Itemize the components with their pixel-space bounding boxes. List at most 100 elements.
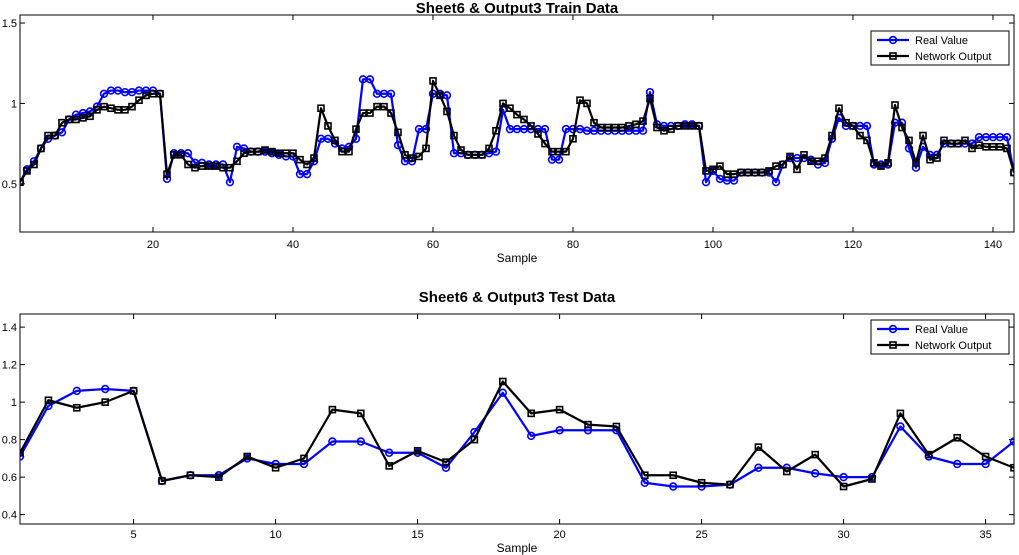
data-point-square bbox=[380, 102, 388, 111]
data-point-square bbox=[58, 118, 66, 127]
data-point-circle bbox=[498, 388, 507, 397]
data-point-square bbox=[828, 131, 836, 140]
data-point-square bbox=[373, 102, 381, 111]
train-data-chart: Sheet6 & Output3 Train Data 20 40 60 80 100 12… bbox=[2, 0, 1015, 265]
data-point-square bbox=[709, 165, 717, 174]
data-point-square bbox=[674, 122, 682, 130]
data-point-square bbox=[754, 443, 763, 451]
data-point-square bbox=[912, 159, 920, 167]
data-point-square bbox=[73, 403, 81, 412]
data-point-circle bbox=[99, 89, 109, 98]
y-tick-label: 0.4 bbox=[2, 510, 17, 522]
data-point-square bbox=[541, 139, 549, 148]
data-point-square bbox=[345, 147, 353, 156]
data-point-square bbox=[989, 143, 997, 151]
data-point-square bbox=[86, 112, 94, 121]
data-point-square bbox=[625, 122, 633, 130]
data-point-square bbox=[51, 131, 59, 140]
plot-area bbox=[19, 313, 1015, 525]
data-point-square bbox=[933, 154, 941, 162]
data-point-square bbox=[640, 471, 649, 480]
data-point-square bbox=[786, 152, 794, 161]
data-point-square bbox=[730, 170, 738, 178]
data-point-square bbox=[863, 136, 871, 145]
data-point-square bbox=[254, 147, 262, 156]
series-line bbox=[20, 380, 1014, 488]
data-point-square bbox=[793, 165, 801, 174]
data-point-square bbox=[639, 117, 647, 125]
data-point-square bbox=[226, 163, 234, 172]
data-point-square bbox=[394, 128, 402, 137]
y-tick-label: 0.8 bbox=[2, 435, 17, 447]
data-point-square bbox=[702, 167, 710, 175]
data-point-square bbox=[896, 409, 905, 418]
data-point-circle bbox=[225, 177, 235, 187]
data-point-square bbox=[919, 131, 927, 140]
data-point-square bbox=[584, 420, 592, 429]
data-point-square bbox=[498, 377, 507, 386]
data-point-square bbox=[205, 162, 213, 170]
data-point-square bbox=[527, 122, 535, 130]
data-point-square bbox=[300, 454, 308, 463]
data-point-square bbox=[149, 89, 157, 98]
data-point-square bbox=[716, 162, 724, 170]
data-point-square bbox=[352, 125, 360, 133]
data-point-square bbox=[170, 151, 178, 159]
data-point-square bbox=[758, 168, 766, 177]
data-point-circle bbox=[554, 155, 564, 164]
data-point-circle bbox=[862, 121, 872, 131]
data-point-square bbox=[303, 160, 311, 169]
data-point-circle bbox=[952, 459, 962, 469]
data-point-circle bbox=[810, 469, 820, 478]
data-point-square bbox=[366, 109, 374, 117]
x-tick-label: 40 bbox=[287, 239, 299, 251]
data-point-circle bbox=[896, 422, 905, 431]
data-point-square bbox=[632, 120, 640, 129]
data-point-circle bbox=[1002, 132, 1012, 142]
data-point-square bbox=[779, 160, 787, 169]
x-tick-label: 20 bbox=[553, 529, 565, 541]
test-data-chart: Sheet6 & Output3 Test Data 5 10 15 20 25 30 35 0… bbox=[2, 289, 1015, 555]
data-point-square bbox=[506, 104, 514, 113]
data-point-square bbox=[443, 107, 451, 116]
data-point-square bbox=[442, 458, 450, 466]
data-point-square bbox=[981, 452, 990, 461]
data-point-square bbox=[996, 143, 1004, 151]
y-tick-label: 1 bbox=[11, 98, 17, 110]
data-point-square bbox=[891, 101, 899, 109]
data-point-square bbox=[450, 131, 458, 140]
data-point-square bbox=[128, 102, 136, 111]
data-point-circle bbox=[1009, 437, 1014, 446]
series-network-output bbox=[20, 77, 1014, 186]
data-point-square bbox=[317, 104, 325, 113]
data-point-square bbox=[697, 478, 706, 487]
data-point-square bbox=[954, 139, 962, 148]
data-point-square bbox=[271, 463, 280, 472]
data-point-square bbox=[233, 157, 241, 166]
data-point-square bbox=[23, 167, 31, 175]
data-point-square bbox=[856, 131, 864, 140]
data-point-circle bbox=[421, 124, 431, 134]
data-point-square bbox=[338, 147, 346, 156]
data-point-square bbox=[114, 106, 122, 114]
data-point-square bbox=[20, 448, 24, 457]
data-point-square bbox=[198, 162, 206, 170]
data-point-square bbox=[947, 139, 955, 148]
data-point-square bbox=[44, 396, 53, 405]
data-point-square bbox=[275, 149, 283, 158]
data-point-circle bbox=[839, 472, 848, 482]
x-tick-label: 20 bbox=[147, 239, 159, 251]
data-point-square bbox=[744, 168, 752, 177]
data-point-square bbox=[961, 136, 969, 145]
legend-marker-circle bbox=[888, 324, 898, 334]
data-point-square bbox=[356, 409, 365, 418]
data-point-square bbox=[296, 155, 304, 164]
data-point-square bbox=[695, 122, 703, 130]
legend: Real Value Network Output bbox=[870, 30, 1010, 66]
y-tick-label: 0.5 bbox=[2, 179, 17, 191]
data-point-square bbox=[870, 159, 878, 167]
data-point-square bbox=[20, 178, 24, 186]
y-tick-label: 1 bbox=[11, 397, 17, 409]
data-point-circle bbox=[540, 124, 550, 134]
